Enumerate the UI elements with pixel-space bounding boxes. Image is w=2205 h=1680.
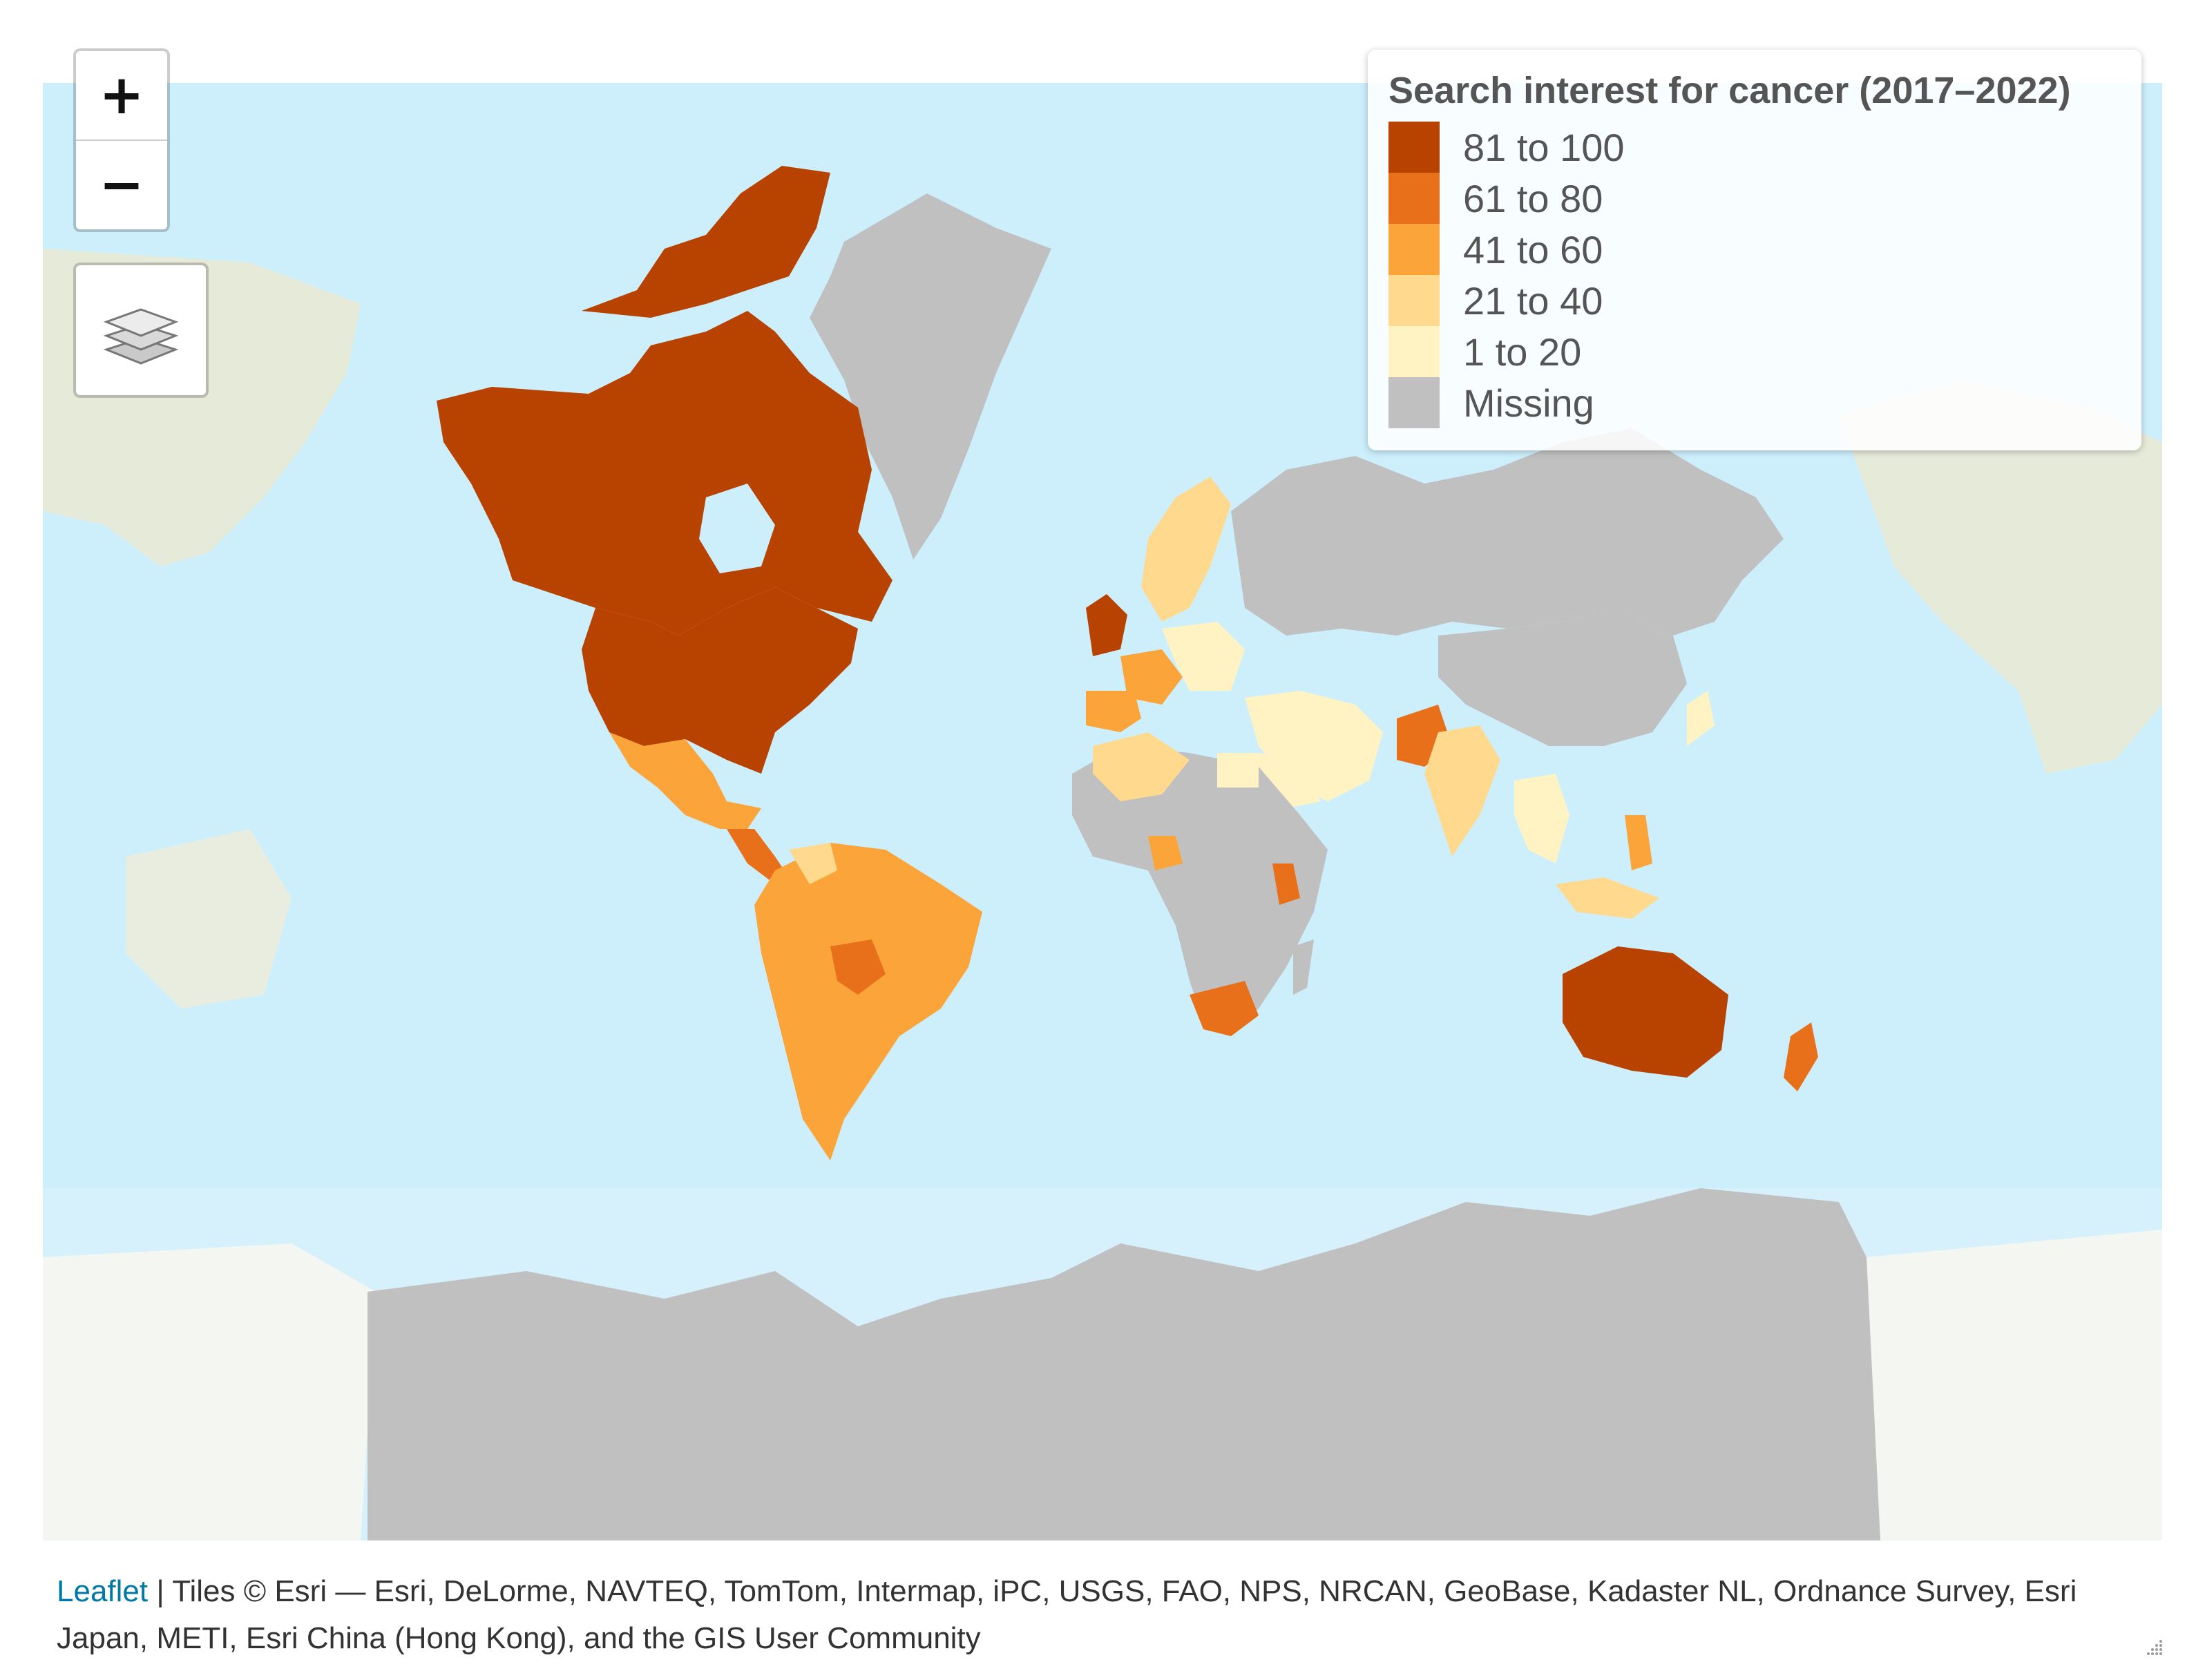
kenya-region xyxy=(1272,863,1300,905)
colombia-region xyxy=(789,843,837,884)
legend-label: 1 to 20 xyxy=(1463,330,1582,374)
se-asia-region xyxy=(1514,774,1569,863)
philippines-region xyxy=(1625,815,1652,870)
france-region xyxy=(1120,649,1183,705)
legend-title: Search interest for cancer (2017–2022) xyxy=(1388,70,2071,111)
central-europe-region xyxy=(1162,622,1245,691)
legend-item: 61 to 80 xyxy=(1388,173,2121,224)
legend-swatch xyxy=(1388,173,1440,224)
legend-swatch xyxy=(1388,275,1440,326)
canada-arctic-islands xyxy=(582,166,830,318)
india-region xyxy=(1424,725,1500,857)
attribution-tiles-text: Tiles © Esri — Esri, DeLorme, NAVTEQ, To… xyxy=(57,1574,2077,1655)
legend-label: 41 to 60 xyxy=(1463,227,1603,271)
layers-control-button[interactable] xyxy=(73,262,209,398)
legend-item: 81 to 100 xyxy=(1388,122,2121,173)
nigeria-region xyxy=(1148,836,1183,870)
mexico-region xyxy=(609,732,761,829)
legend-panel: Search interest for cancer (2017–2022) 8… xyxy=(1368,50,2141,450)
attribution-separator: | xyxy=(148,1574,173,1608)
legend-label: Missing xyxy=(1463,381,1594,425)
legend-item: 41 to 60 xyxy=(1388,224,2121,275)
legend-swatch xyxy=(1388,377,1440,428)
egypt-region xyxy=(1217,753,1259,788)
legend-label: 21 to 40 xyxy=(1463,278,1603,323)
legend-swatch xyxy=(1388,224,1440,275)
antarctica-region xyxy=(368,1188,1880,1540)
uk-region xyxy=(1086,594,1127,656)
russia-region xyxy=(1231,428,1784,636)
canada-region xyxy=(437,311,892,636)
central-america-region xyxy=(727,829,789,884)
iberia-region xyxy=(1086,691,1141,732)
south-africa-region xyxy=(1190,981,1259,1036)
indonesia-region xyxy=(1556,877,1659,919)
legend-swatch xyxy=(1388,326,1440,377)
australia-region xyxy=(1563,946,1728,1078)
legend-label: 61 to 80 xyxy=(1463,176,1603,220)
bolivia-region xyxy=(830,939,886,995)
greenland-region xyxy=(810,193,1051,560)
zoom-control: + − xyxy=(73,48,170,232)
layers-icon xyxy=(103,308,179,365)
japan-region xyxy=(1687,691,1715,746)
middle-east-region xyxy=(1245,691,1383,801)
legend-item: Missing xyxy=(1388,377,2121,428)
new-zealand-region xyxy=(1784,1022,1818,1091)
legend-label: 81 to 100 xyxy=(1463,125,1625,169)
south-america-region xyxy=(754,843,982,1161)
resize-handle-icon[interactable] xyxy=(2143,1637,2164,1658)
legend-item: 1 to 20 xyxy=(1388,326,2121,377)
china-region xyxy=(1438,608,1687,746)
legend-list: 81 to 100 61 to 80 41 to 60 21 to 40 1 to 20… xyxy=(1388,122,2121,428)
scandinavia-region xyxy=(1141,477,1231,622)
attribution: Leaflet | Tiles © Esri — Esri, DeLorme, … xyxy=(57,1568,2150,1662)
usa-region xyxy=(582,587,858,774)
leaflet-link[interactable]: Leaflet xyxy=(57,1574,149,1608)
zoom-out-button[interactable]: − xyxy=(76,140,167,229)
africa-region xyxy=(1072,746,1328,1036)
zoom-in-button[interactable]: + xyxy=(99,64,144,126)
north-africa-region xyxy=(1093,732,1190,801)
legend-item: 21 to 40 xyxy=(1388,275,2121,326)
madagascar-region xyxy=(1293,939,1314,995)
legend-swatch xyxy=(1388,122,1440,173)
